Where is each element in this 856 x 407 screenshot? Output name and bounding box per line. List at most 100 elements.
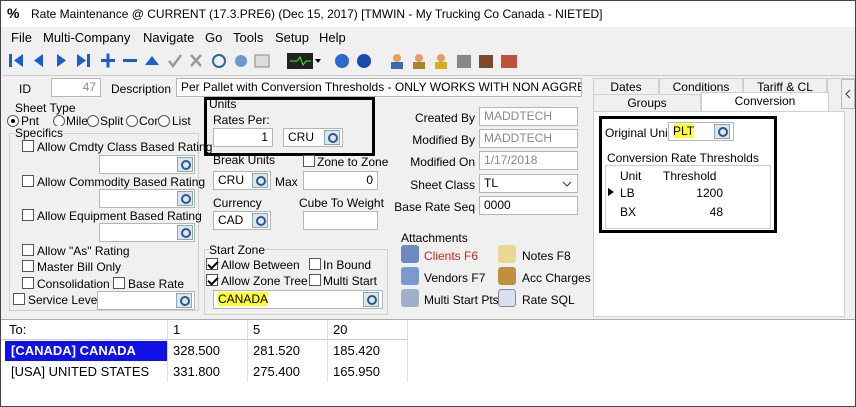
sheet-class-combo[interactable]: TL <box>479 174 578 193</box>
info-field[interactable]: 1/17/2018 <box>479 151 578 170</box>
menu-item[interactable]: Help <box>319 30 346 45</box>
svg-text:%: % <box>7 5 20 21</box>
row-indicator <box>608 188 614 196</box>
checkbox[interactable] <box>22 244 34 256</box>
radio[interactable] <box>158 115 170 127</box>
icon <box>498 267 516 285</box>
lookup-button[interactable] <box>177 157 193 172</box>
lookup-button[interactable] <box>714 124 730 139</box>
lookup-field[interactable] <box>99 223 195 242</box>
original-unit-label: Original Unit <box>605 126 672 140</box>
menu-item[interactable]: Setup <box>275 30 309 45</box>
tab[interactable]: Conditions <box>659 78 743 95</box>
info-label: Created By <box>414 111 475 125</box>
radio[interactable] <box>7 115 19 127</box>
menu-item[interactable]: Navigate <box>143 30 195 45</box>
id-field[interactable]: 47 <box>51 78 101 97</box>
rates-per-field[interactable]: 1 <box>213 128 273 147</box>
lookup-field[interactable] <box>97 291 195 310</box>
grid-cell[interactable]: 165.950 <box>333 364 380 379</box>
lookup-field[interactable] <box>99 189 195 208</box>
cube-field[interactable] <box>303 211 378 230</box>
checkbox-label: Master Bill Only <box>37 260 122 274</box>
grid-cell[interactable]: 281.520 <box>253 343 300 358</box>
checkbox[interactable] <box>22 209 34 221</box>
info-field[interactable]: 0000 <box>479 196 578 215</box>
checkbox[interactable] <box>113 277 125 289</box>
form-panel <box>3 75 855 319</box>
grid-cell[interactable]: 331.800 <box>173 364 220 379</box>
grid-cell[interactable]: 48 <box>709 205 723 219</box>
max-field[interactable]: 0 <box>303 171 378 190</box>
app-icon: % <box>7 5 20 21</box>
toolbar[interactable] <box>5 49 525 73</box>
tab-active[interactable]: Conversion <box>701 92 829 112</box>
grid-cell[interactable]: LB <box>620 186 635 200</box>
lookup-button[interactable] <box>176 293 192 308</box>
tab-scroll[interactable] <box>841 79 855 109</box>
attachment-link[interactable]: Multi Start Pts <box>424 293 499 307</box>
checkbox[interactable] <box>22 260 34 272</box>
radio[interactable] <box>87 115 99 127</box>
lookup-button[interactable] <box>252 213 268 228</box>
lookup-button[interactable] <box>177 225 193 240</box>
grid-cell[interactable]: 275.400 <box>253 364 300 379</box>
column-header: Threshold <box>663 169 717 183</box>
checkbox[interactable] <box>309 274 321 286</box>
units-label: Units <box>209 97 237 111</box>
lookup-button[interactable] <box>177 191 193 206</box>
tab[interactable]: Tariff & CL <box>743 78 827 95</box>
menu-item[interactable]: Multi-Company <box>43 30 131 45</box>
menu-item[interactable]: Tools <box>233 30 264 45</box>
icon <box>498 289 516 307</box>
zone-field[interactable]: CANADA <box>213 290 383 309</box>
original-unit-value: PLT <box>673 124 695 138</box>
grid-cell[interactable]: [USA] UNITED STATES <box>11 364 150 379</box>
tab[interactable]: Groups <box>593 94 701 111</box>
lookup-field[interactable] <box>99 155 195 174</box>
grid-cell[interactable]: 1200 <box>696 186 723 200</box>
grid-cell[interactable]: 185.420 <box>333 343 380 358</box>
checkbox[interactable] <box>22 140 34 152</box>
checkbox[interactable] <box>22 277 34 289</box>
grid-cell[interactable]: 328.500 <box>173 343 220 358</box>
grid-header <box>1 320 407 340</box>
checkbox[interactable] <box>309 258 321 270</box>
checkbox[interactable] <box>206 274 218 286</box>
attachments-label: Attachments <box>401 231 468 245</box>
checkbox[interactable] <box>13 293 25 305</box>
attachment-link[interactable]: Clients F6 <box>424 249 479 263</box>
checkbox[interactable] <box>206 258 218 270</box>
description-field[interactable]: Per Pallet with Conversion Thresholds - … <box>176 78 582 97</box>
highlight-box <box>204 97 375 156</box>
column-divider <box>247 320 248 382</box>
grid-cell[interactable]: BX <box>620 205 637 219</box>
radio[interactable] <box>126 115 138 127</box>
checkbox[interactable] <box>22 175 34 187</box>
lookup-button[interactable] <box>363 292 379 307</box>
attachment-link[interactable]: Vendors F7 <box>424 271 486 285</box>
thresholds-label: Conversion Rate Thresholds <box>607 151 759 165</box>
info-field[interactable]: MADDTECH <box>479 107 578 126</box>
menu-item[interactable]: File <box>11 30 32 45</box>
attachment-link[interactable]: Acc Charges <box>522 271 591 285</box>
lookup-button[interactable] <box>252 173 268 188</box>
checkbox-label: Allow Commodity Based Rating <box>37 175 206 189</box>
specifics-label: Specifics <box>15 126 64 140</box>
tab[interactable]: Dates <box>593 78 659 95</box>
grid-cell-selected[interactable]: [CANADA] CANADA <box>5 341 167 361</box>
sheet-type-label: Sheet Type <box>15 101 76 115</box>
dropdown-arrow[interactable] <box>562 180 572 188</box>
max-label: Max <box>275 175 298 189</box>
checkbox-label: Allow "As" Rating <box>37 244 130 258</box>
lookup-button[interactable] <box>324 130 340 145</box>
attachment-link[interactable]: Rate SQL <box>522 293 575 307</box>
attachment-link[interactable]: Notes F8 <box>522 249 571 263</box>
checkbox[interactable] <box>303 155 315 167</box>
rate-grid <box>1 319 855 406</box>
start-zone-label: Start Zone <box>209 243 266 257</box>
info-field[interactable]: MADDTECH <box>479 129 578 148</box>
menu-item[interactable]: Go <box>205 30 223 45</box>
checkbox-label: Allow Between <box>221 258 300 272</box>
